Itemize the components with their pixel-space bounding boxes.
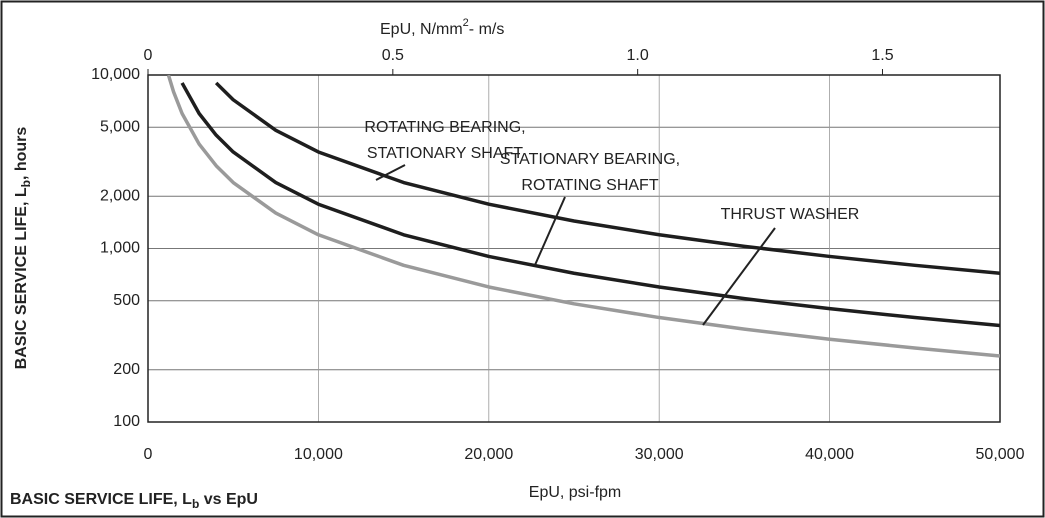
x2-tick-label: 1.5: [871, 47, 893, 64]
x-tick-label: 50,000: [976, 446, 1025, 463]
leader-line: [702, 227, 776, 326]
x-tick-label: 40,000: [805, 446, 854, 463]
y-tick-label: 1,000: [100, 240, 140, 257]
x2-tick-label: 0: [144, 47, 153, 64]
line-series: [214, 81, 1000, 275]
line-series: [166, 75, 1000, 358]
leader-line: [375, 164, 406, 181]
y-tick-label: 200: [113, 361, 140, 378]
legend-label: STATIONARY SHAFT: [367, 145, 523, 162]
legend-label: STATIONARY BEARING,: [500, 151, 680, 168]
y-tick-label: 5,000: [100, 118, 140, 135]
line-series: [180, 82, 1000, 328]
legend-label: ROTATING SHAFT: [521, 177, 658, 194]
x2-axis-label: EpU, N/mm2- m/s: [380, 17, 504, 38]
x-axis-label: EpU, psi-fpm: [529, 484, 621, 501]
x-tick-label: 30,000: [635, 446, 684, 463]
x2-tick-label: 1.0: [627, 47, 649, 64]
y-tick-label: 500: [113, 292, 140, 309]
leader-line: [534, 196, 566, 266]
y-tick-label: 10,000: [91, 66, 140, 83]
legend-label: THRUST WASHER: [721, 206, 860, 223]
legend-label: ROTATING BEARING,: [364, 119, 525, 136]
x-tick-label: 10,000: [294, 446, 343, 463]
caption: BASIC SERVICE LIFE, Lb vs EpU: [10, 491, 258, 511]
x2-tick-label: 0.5: [382, 47, 404, 64]
x-tick-label: 0: [144, 446, 153, 463]
x-tick-label: 20,000: [464, 446, 513, 463]
y-axis-label: BASIC SERVICE LIFE, Lb, hours: [13, 127, 33, 370]
y-tick-label: 2,000: [100, 187, 140, 204]
y-tick-label: 100: [113, 413, 140, 430]
series-group: [166, 75, 1000, 358]
plot-area: [147, 74, 1001, 423]
